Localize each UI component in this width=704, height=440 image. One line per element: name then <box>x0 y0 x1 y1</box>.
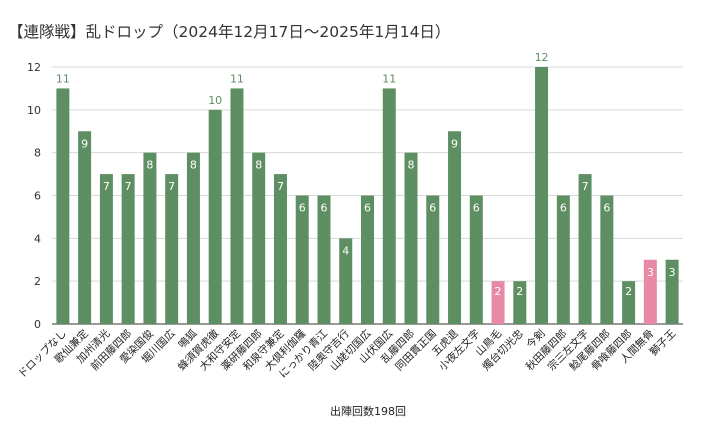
y-tick-label: 10 <box>27 104 41 117</box>
data-label-above: 11 <box>56 72 70 85</box>
data-label: 6 <box>560 202 567 215</box>
bar <box>382 88 396 325</box>
bar <box>448 131 462 324</box>
chart-title: 【連隊戦】乱ドロップ（2024年12月17日～2025年1月14日） <box>8 23 450 41</box>
data-label: 2 <box>625 285 632 298</box>
bar <box>317 195 331 324</box>
data-label: 8 <box>190 159 197 172</box>
data-label: 7 <box>103 180 110 193</box>
bar <box>230 88 244 325</box>
data-label: 7 <box>277 180 284 193</box>
bar <box>56 88 70 325</box>
bar <box>186 152 200 324</box>
data-label: 9 <box>81 137 88 150</box>
data-label: 6 <box>429 202 436 215</box>
data-label-above: 11 <box>382 72 396 85</box>
bar <box>121 174 135 324</box>
data-label: 2 <box>516 285 523 298</box>
data-label: 6 <box>364 202 371 215</box>
data-label: 8 <box>255 159 262 172</box>
data-label: 8 <box>408 159 415 172</box>
data-label: 7 <box>125 180 132 193</box>
data-label-above: 12 <box>535 51 549 64</box>
x-axis-label: 出陣回数198回 <box>330 404 406 418</box>
data-label: 3 <box>647 266 654 279</box>
y-tick-label: 4 <box>34 232 41 245</box>
bar <box>252 152 266 324</box>
bar <box>556 195 570 324</box>
data-label: 8 <box>146 159 153 172</box>
bar <box>273 174 287 324</box>
bar <box>643 259 657 324</box>
bar <box>513 281 527 324</box>
data-label: 2 <box>495 285 502 298</box>
data-label: 7 <box>168 180 175 193</box>
bar <box>491 281 505 324</box>
bar <box>578 174 592 324</box>
bar <box>295 195 309 324</box>
bar <box>339 238 353 324</box>
data-label: 6 <box>473 202 480 215</box>
bar <box>78 131 92 324</box>
data-label: 9 <box>451 137 458 150</box>
y-tick-label: 8 <box>34 147 41 160</box>
y-tick-label: 6 <box>34 190 41 203</box>
bar <box>404 152 418 324</box>
bar <box>535 67 549 324</box>
data-label: 6 <box>299 202 306 215</box>
y-tick-label: 12 <box>27 61 41 74</box>
bar <box>165 174 179 324</box>
bar <box>622 281 636 324</box>
bar <box>143 152 157 324</box>
y-tick-label: 0 <box>34 318 41 331</box>
bar <box>600 195 614 324</box>
bar <box>361 195 374 324</box>
data-label: 4 <box>342 244 349 257</box>
bar <box>469 195 483 324</box>
data-label: 3 <box>669 266 676 279</box>
data-label: 6 <box>603 202 610 215</box>
bar <box>208 109 222 324</box>
bar <box>665 259 679 324</box>
data-label-above: 11 <box>230 72 244 85</box>
bar <box>99 174 113 324</box>
data-label: 7 <box>582 180 589 193</box>
y-tick-label: 2 <box>34 275 41 288</box>
data-label: 6 <box>320 202 327 215</box>
bar <box>426 195 440 324</box>
data-label-above: 10 <box>208 94 222 107</box>
